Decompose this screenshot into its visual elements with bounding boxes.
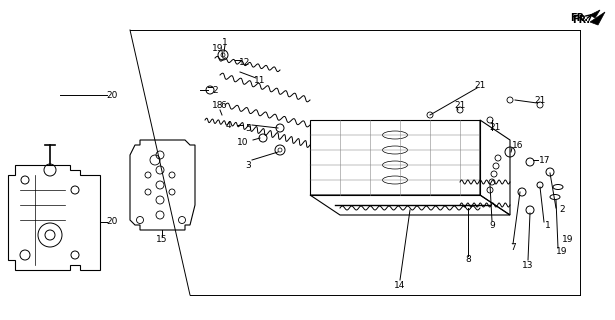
Text: 5: 5	[245, 124, 251, 132]
Text: 21: 21	[534, 95, 546, 105]
Text: 3: 3	[245, 161, 251, 170]
Text: 20: 20	[106, 91, 117, 100]
Text: 11: 11	[254, 76, 266, 84]
Text: 2: 2	[559, 205, 565, 214]
Text: 21: 21	[454, 100, 466, 109]
Polygon shape	[590, 10, 600, 18]
Text: 4: 4	[225, 121, 231, 130]
Text: 19: 19	[212, 44, 224, 52]
Text: 19: 19	[556, 247, 568, 257]
Text: 15: 15	[156, 236, 168, 244]
Text: 16: 16	[512, 140, 524, 149]
Text: FR.: FR.	[570, 13, 588, 23]
Text: 7: 7	[510, 244, 516, 252]
Text: 17: 17	[539, 156, 551, 164]
Text: 19: 19	[562, 236, 574, 244]
Text: 8: 8	[465, 255, 471, 265]
Text: FR.: FR.	[572, 15, 590, 25]
Text: 1: 1	[545, 220, 551, 229]
Text: 2: 2	[212, 85, 218, 94]
Text: 9: 9	[489, 220, 495, 229]
Text: 1: 1	[222, 37, 228, 46]
Text: 10: 10	[237, 138, 248, 147]
Text: 20: 20	[106, 218, 117, 227]
Text: 13: 13	[522, 260, 534, 269]
Text: 21: 21	[490, 123, 501, 132]
Text: 14: 14	[394, 281, 406, 290]
Polygon shape	[590, 12, 605, 25]
Text: 6: 6	[220, 100, 226, 109]
Circle shape	[206, 86, 214, 94]
Text: 18: 18	[212, 100, 224, 109]
Text: 21: 21	[474, 81, 486, 90]
Text: 12: 12	[239, 58, 251, 67]
